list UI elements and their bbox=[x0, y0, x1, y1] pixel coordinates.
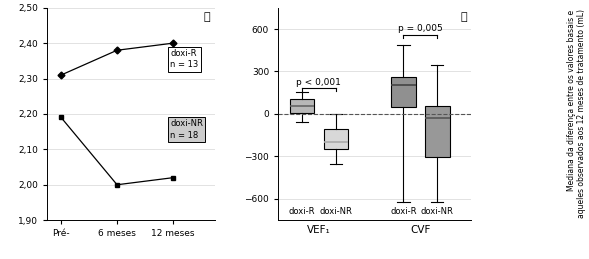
PathPatch shape bbox=[425, 106, 449, 157]
PathPatch shape bbox=[290, 99, 314, 113]
Text: Mediana da diferença entre os valores basais e
aqueles observados aos 12 meses d: Mediana da diferença entre os valores ba… bbox=[567, 10, 586, 218]
Text: p < 0,001: p < 0,001 bbox=[296, 78, 341, 87]
Text: doxi-NR: doxi-NR bbox=[319, 207, 352, 217]
Text: Ⓑ: Ⓑ bbox=[461, 12, 467, 22]
PathPatch shape bbox=[391, 77, 416, 107]
Text: doxi-R
n = 13: doxi-R n = 13 bbox=[170, 49, 198, 69]
Text: doxi-NR
n = 18: doxi-NR n = 18 bbox=[170, 119, 203, 140]
Text: p = 0,005: p = 0,005 bbox=[398, 24, 443, 33]
Text: doxi-R: doxi-R bbox=[289, 207, 315, 217]
Text: Ⓐ: Ⓐ bbox=[203, 12, 210, 22]
PathPatch shape bbox=[323, 129, 348, 149]
Text: doxi-NR: doxi-NR bbox=[421, 207, 454, 217]
Text: doxi-R: doxi-R bbox=[391, 207, 416, 217]
